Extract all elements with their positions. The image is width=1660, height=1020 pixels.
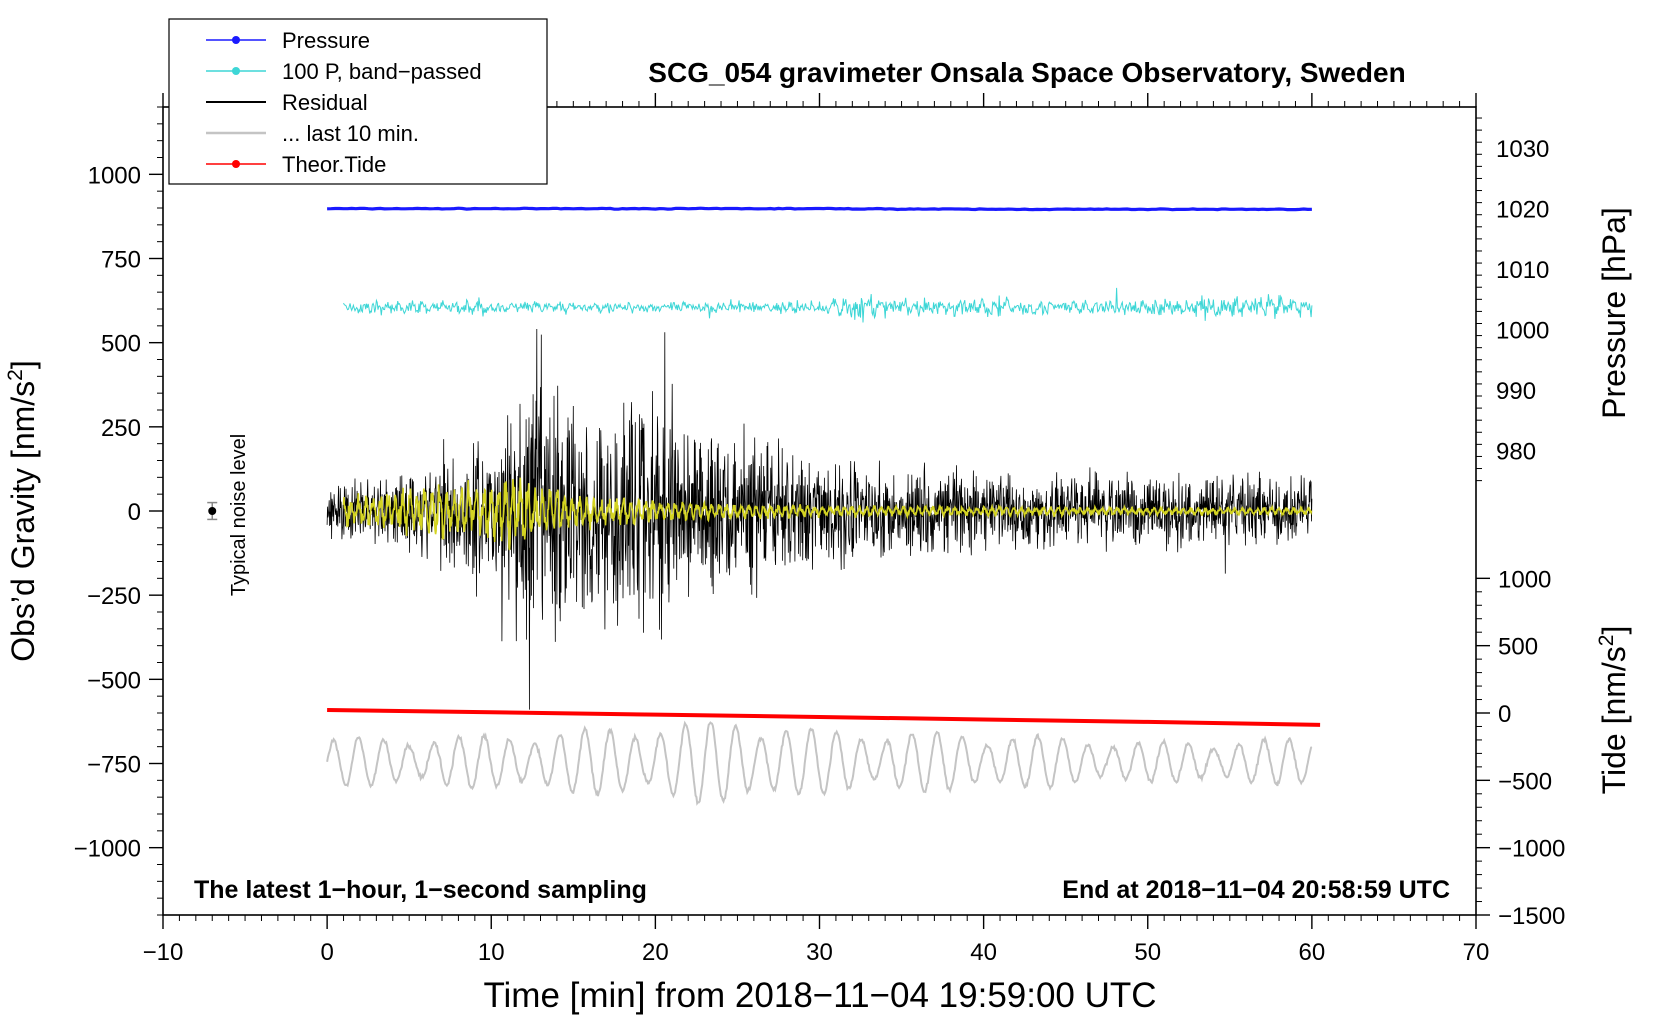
y-left-tick-label: 1000 bbox=[88, 162, 141, 189]
y-left-tick-label: 500 bbox=[101, 331, 141, 358]
y-left-tick-label: 0 bbox=[128, 499, 141, 526]
y-tide-tick-label: 0 bbox=[1498, 701, 1511, 728]
x-tick-label: 60 bbox=[1299, 939, 1326, 966]
annotation-left: The latest 1−hour, 1−second sampling bbox=[194, 876, 647, 904]
x-axis-label: Time [min] from 2018−11−04 19:59:00 UTC bbox=[483, 976, 1156, 1015]
legend-dot-tide bbox=[232, 160, 240, 168]
series-pressure-line bbox=[327, 206, 1312, 212]
legend-entry-pressure: Pressure bbox=[206, 28, 370, 53]
x-tick-label: 10 bbox=[478, 939, 505, 966]
x-tick-label: 0 bbox=[320, 939, 333, 966]
y-pressure-tick-label: 990 bbox=[1496, 378, 1536, 405]
y-pressure-tick-label: 980 bbox=[1496, 438, 1536, 465]
x-tick-label: 40 bbox=[970, 939, 997, 966]
x-tick-label: −10 bbox=[143, 939, 184, 966]
legend-label-pressure: Pressure bbox=[282, 28, 370, 53]
y-axis-label-tide: Tide [nm/s2] bbox=[1595, 626, 1632, 795]
y-tide-label-main: Tide [nm/s bbox=[1596, 646, 1632, 794]
y-tide-tick-label: −1000 bbox=[1498, 836, 1565, 863]
y-left-tick-label: 750 bbox=[101, 247, 141, 274]
series-residual-line bbox=[326, 328, 1313, 710]
y-left-label-end: ] bbox=[5, 360, 41, 369]
y-tide-tick-label: 500 bbox=[1498, 634, 1538, 661]
y-tide-tick-label: −1500 bbox=[1498, 903, 1565, 930]
y-axis-label-pressure: Pressure [hPa] bbox=[1596, 207, 1632, 419]
x-tick-label: 20 bbox=[642, 939, 669, 966]
series-bandpassed-line bbox=[343, 287, 1313, 323]
legend-label-bandpassed: 100 P, band−passed bbox=[282, 59, 482, 84]
y-axis-label-left: Obs’d Gravity [nm/s2] bbox=[4, 360, 41, 662]
y-pressure-tick-label: 1010 bbox=[1496, 257, 1549, 284]
y-pressure-tick-label: 1030 bbox=[1496, 136, 1549, 163]
series-tide-line bbox=[327, 708, 1321, 727]
y-tide-tick-label: 1000 bbox=[1498, 566, 1551, 593]
legend-dot-pressure bbox=[232, 36, 240, 44]
legend-label-residual: Residual bbox=[282, 90, 368, 115]
y-tide-label-sup: 2 bbox=[1595, 635, 1618, 647]
y-left-tick-label: −250 bbox=[87, 583, 141, 610]
y-left-tick-label: 250 bbox=[101, 415, 141, 442]
legend-entry-bandpassed: 100 P, band−passed bbox=[206, 59, 482, 84]
series-last10-line bbox=[326, 720, 1313, 806]
legend-entry-last10: ... last 10 min. bbox=[206, 121, 419, 146]
x-tick-label: 70 bbox=[1463, 939, 1490, 966]
y-pressure-tick-label: 1020 bbox=[1496, 197, 1549, 224]
legend-label-last10: ... last 10 min. bbox=[282, 121, 419, 146]
noise-level-label: Typical noise level bbox=[228, 434, 250, 596]
plot-layer bbox=[207, 206, 1321, 806]
annotation-right: End at 2018−11−04 20:58:59 UTC bbox=[1062, 876, 1450, 904]
x-tick-label: 50 bbox=[1134, 939, 1161, 966]
y-left-tick-label: −500 bbox=[87, 667, 141, 694]
legend-label-tide: Theor.Tide bbox=[282, 152, 386, 177]
y-pressure-tick-label: 1000 bbox=[1496, 318, 1549, 345]
y-tide-tick-label: −500 bbox=[1498, 768, 1552, 795]
y-left-tick-label: −750 bbox=[87, 752, 141, 779]
noise-marker bbox=[208, 507, 217, 515]
series-filtered-residual-line bbox=[342, 477, 1313, 551]
y-left-label-main: Obs’d Gravity [nm/s bbox=[5, 381, 41, 662]
y-left-label-sup: 2 bbox=[4, 369, 27, 381]
y-left-tick-label: −1000 bbox=[74, 836, 141, 863]
legend-entry-residual: Residual bbox=[206, 90, 368, 115]
x-tick-label: 30 bbox=[806, 939, 833, 966]
chart-title: SCG_054 gravimeter Onsala Space Observat… bbox=[648, 57, 1405, 88]
legend-entry-tide: Theor.Tide bbox=[206, 152, 386, 177]
y-tide-label-end: ] bbox=[1596, 626, 1632, 635]
axes-layer: −10 0 10 20 30 40 50 60 7010007505002500−250−500… bbox=[74, 93, 1565, 966]
legend: Pressure 100 P, band−passed Residual ...… bbox=[168, 18, 548, 185]
legend-dot-bandpassed bbox=[232, 67, 240, 75]
